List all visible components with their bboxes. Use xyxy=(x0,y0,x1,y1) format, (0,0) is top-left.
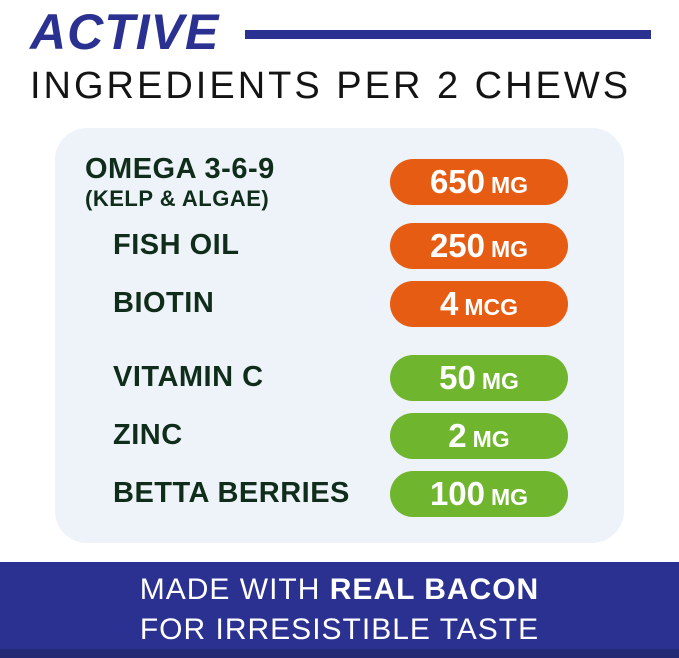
banner-line-2: FOR IRRESISTIBLE TASTE xyxy=(139,613,540,646)
amount-unit: MG xyxy=(491,172,529,199)
amount-badge: 100 MG xyxy=(390,470,568,517)
header: ACTIVE INGREDIENTS PER 2 CHEWS xyxy=(0,0,679,108)
amount-unit: MG xyxy=(491,483,529,510)
ingredient-name: VITAMIN C xyxy=(113,360,264,393)
banner-bottom-edge xyxy=(0,649,679,658)
amount-value: 4 xyxy=(439,284,459,322)
title-row: ACTIVE xyxy=(30,6,651,59)
page-subtitle: INGREDIENTS PER 2 CHEWS xyxy=(30,64,632,107)
amount-value: 2 xyxy=(448,416,467,454)
ingredient-row-fish-oil: FISH OIL 250 MG xyxy=(85,222,568,269)
banner-line-1: MADE WITH REAL BACON xyxy=(140,570,539,610)
amount-unit: MG xyxy=(481,367,519,394)
footer-banner: MADE WITH REAL BACON FOR IRRESISTIBLE TA… xyxy=(0,562,679,658)
title-rule xyxy=(245,29,651,39)
banner-line-1-bold: REAL BACON xyxy=(329,573,540,606)
amount-unit: MG xyxy=(491,235,529,262)
ingredient-name: ZINC xyxy=(113,418,183,451)
ingredient-row-zinc: ZINC 2 MG xyxy=(85,412,568,459)
ingredient-subtext: (KELP & ALGAE) xyxy=(85,185,270,211)
ingredient-name: BIOTIN xyxy=(113,286,215,319)
ingredient-row-omega: OMEGA 3-6-9 (KELP & ALGAE) 650 MG xyxy=(85,152,568,211)
amount-value: 100 xyxy=(429,474,485,512)
ingredient-row-betta-berries: BETTA BERRIES 100 MG xyxy=(85,470,568,517)
amount-badge: 650 MG xyxy=(390,159,568,206)
ingredients-card: OMEGA 3-6-9 (KELP & ALGAE) 650 MG FISH OI… xyxy=(55,127,624,543)
amount-value: 50 xyxy=(439,358,476,396)
amount-unit: MCG xyxy=(464,293,519,320)
amount-badge: 250 MG xyxy=(390,222,568,269)
ingredient-row-vitamin-c: VITAMIN C 50 MG xyxy=(85,354,568,401)
ingredient-row-biotin: BIOTIN 4 MCG xyxy=(85,280,568,327)
ingredient-name: BETTA BERRIES xyxy=(113,476,350,509)
amount-badge: 4 MCG xyxy=(390,280,568,327)
amount-value: 650 xyxy=(429,163,485,201)
page-title: ACTIVE xyxy=(30,4,220,60)
amount-badge: 50 MG xyxy=(390,354,568,401)
ingredient-name: FISH OIL xyxy=(113,228,240,261)
amount-unit: MG xyxy=(472,425,510,452)
amount-badge: 2 MG xyxy=(390,412,568,459)
banner-line-1-prefix: MADE WITH xyxy=(139,573,330,606)
amount-value: 250 xyxy=(429,226,485,264)
ingredient-name-text: OMEGA 3-6-9 xyxy=(85,152,275,185)
ingredient-name: OMEGA 3-6-9 (KELP & ALGAE) xyxy=(85,152,275,211)
